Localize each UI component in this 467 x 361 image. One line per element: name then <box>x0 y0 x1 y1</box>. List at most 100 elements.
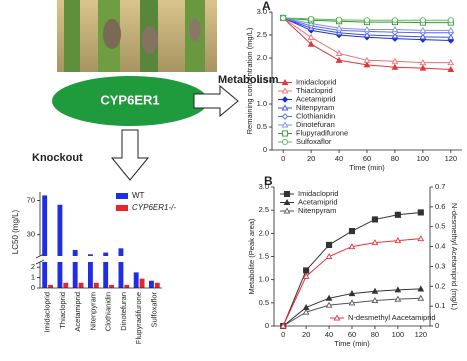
marker <box>371 216 378 223</box>
marker <box>391 63 399 70</box>
marker <box>326 241 333 248</box>
bar <box>133 272 139 288</box>
bar <box>93 282 99 288</box>
bar <box>72 250 78 288</box>
marker <box>391 32 399 39</box>
x-axis-label: Time (min) <box>334 339 370 348</box>
y2-tick-label: 0.5 <box>435 222 445 231</box>
panel-label: B <box>264 174 273 188</box>
x-tick-label: Imidacloprid <box>43 292 52 332</box>
marker <box>419 33 427 40</box>
x-tick-label: 100 <box>392 330 405 339</box>
metabolism-label: Metabolism <box>218 74 279 86</box>
enzyme-label: CYP6ER1 <box>100 92 159 107</box>
metabolism-arrow <box>193 84 239 118</box>
marker <box>391 57 399 64</box>
bar <box>139 278 145 288</box>
marker <box>394 237 402 244</box>
y-tick-label: 2.0 <box>257 53 267 62</box>
bar <box>57 204 63 288</box>
bar <box>118 248 124 288</box>
legend-marker <box>281 104 289 111</box>
legend-marker <box>283 198 291 206</box>
x-tick-label: 60 <box>348 330 356 339</box>
legend-label: Imidacloprid <box>298 189 338 198</box>
bar <box>42 195 48 288</box>
y2-tick-label: 0.3 <box>435 261 445 270</box>
x-tick-label: Clothianidin <box>104 292 113 331</box>
marker <box>302 308 310 315</box>
legend-marker <box>281 138 289 146</box>
legend-label: Clothianidin <box>296 111 335 120</box>
y-axis-label: LC50 (mg/L) <box>11 209 20 254</box>
marker <box>371 296 379 304</box>
y-tick-label: 3.0 <box>259 182 269 191</box>
legend-marker <box>281 113 289 120</box>
marker <box>307 40 315 47</box>
y2-tick-label: 0.4 <box>435 242 445 251</box>
x-tick-label: 80 <box>371 330 379 339</box>
y-tick-label: 1.0 <box>259 275 269 284</box>
x-tick-label: 20 <box>302 330 310 339</box>
marker <box>348 227 356 235</box>
bar <box>124 284 130 288</box>
marker <box>371 239 379 246</box>
y2-tick-label: 0.7 <box>435 182 445 191</box>
legend-marker <box>281 130 289 137</box>
photo <box>57 0 217 72</box>
legend-label: Nitenpyram <box>298 206 336 215</box>
legend-marker <box>333 314 341 321</box>
marker <box>417 209 424 216</box>
marker <box>348 290 356 297</box>
bar <box>48 284 54 288</box>
marker <box>417 235 425 242</box>
legend-marker <box>281 78 289 86</box>
x-tick-label: 0 <box>281 154 285 163</box>
x-tick-label: Acetamiprid <box>73 292 82 332</box>
marker <box>447 65 455 73</box>
x-tick-label: Sulfoxaflor <box>149 292 158 328</box>
y-tick-label: 1.0 <box>257 99 267 108</box>
y2-tick-label: 0.2 <box>435 281 445 290</box>
bar <box>87 254 93 288</box>
y2-tick-label: 0 <box>435 321 439 330</box>
y-axis-label: Remaining concentration (mg/L) <box>245 27 254 134</box>
y-tick-label: 0 <box>31 283 35 292</box>
y-tick-label: 2.5 <box>257 30 267 39</box>
x-tick-label: 60 <box>363 154 371 163</box>
legend-swatch <box>116 205 128 211</box>
marker <box>335 49 343 56</box>
legend-marker <box>281 96 289 103</box>
y-tick-label: 2.5 <box>259 205 269 214</box>
enzyme-ellipse <box>52 76 208 126</box>
marker <box>363 61 371 68</box>
legend-label: Dinotefuran <box>296 120 335 129</box>
marker <box>447 26 455 33</box>
x-tick-label: 0 <box>281 330 285 339</box>
marker <box>447 33 455 40</box>
y-tick-label: 1 <box>31 273 35 282</box>
marker <box>419 26 427 33</box>
x-tick-label: 120 <box>415 330 428 339</box>
x-tick-label: Thiacloprid <box>58 292 67 329</box>
legend-marker <box>283 207 291 214</box>
legend-swatch <box>116 193 128 199</box>
marker <box>419 64 427 71</box>
legend-label: WT <box>132 191 145 200</box>
marker <box>363 25 371 33</box>
marker <box>308 15 315 22</box>
legend-label: Sulfoxaflor <box>296 137 332 146</box>
y-tick-label: 1.5 <box>259 251 269 260</box>
marker <box>363 31 371 38</box>
marker <box>303 267 310 274</box>
marker <box>363 56 371 63</box>
marker <box>348 299 356 306</box>
x-tick-label: 120 <box>445 154 458 163</box>
legend-marker <box>281 87 289 94</box>
legend-label: Acetamiprid <box>296 94 336 103</box>
marker <box>391 25 399 33</box>
knockout-label: Knockout <box>32 152 83 164</box>
marker <box>280 14 287 22</box>
